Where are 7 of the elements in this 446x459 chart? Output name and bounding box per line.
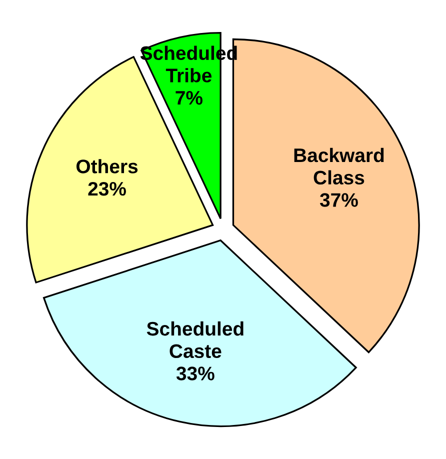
data-label: 37% (320, 193, 358, 207)
data-label: 33% (176, 366, 214, 380)
slice-label: Backward Class (294, 148, 384, 185)
data-label: 23% (88, 182, 126, 196)
data-label: 7% (176, 91, 202, 105)
slice-label: Others (76, 159, 138, 174)
slice-label: Scheduled Caste (146, 321, 244, 358)
